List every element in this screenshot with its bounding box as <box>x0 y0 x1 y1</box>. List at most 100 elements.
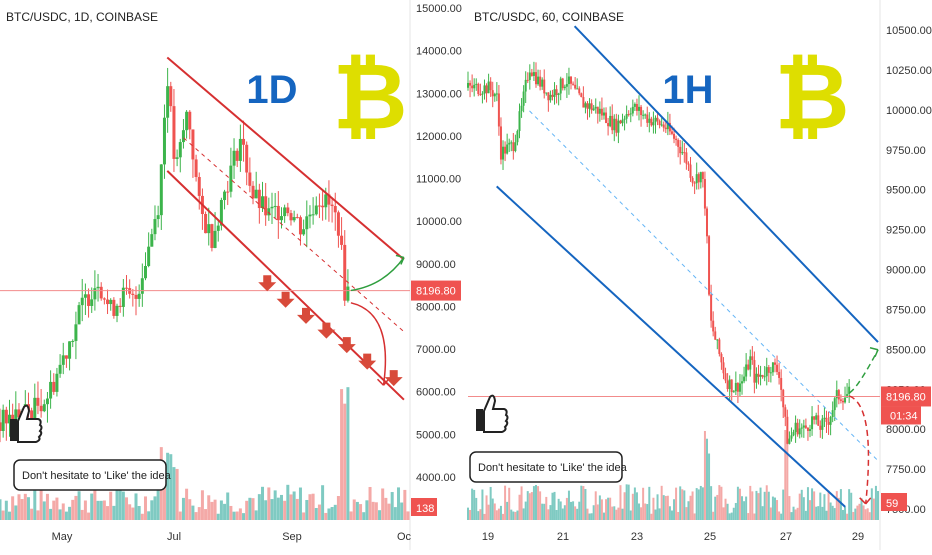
candle-body <box>83 294 87 298</box>
candle-body <box>631 106 634 114</box>
candle-body <box>534 72 537 85</box>
candle-body <box>588 103 591 109</box>
volume-bar <box>308 494 312 520</box>
volume-bar <box>207 495 211 520</box>
candle-body <box>763 376 766 378</box>
countdown-label: 01:34 <box>890 410 918 422</box>
candle-body <box>188 111 192 130</box>
volume-bar <box>510 509 513 520</box>
volume-bar <box>483 513 486 520</box>
volume-bar <box>68 506 72 520</box>
y-tick-label: 4000.00 <box>416 472 456 484</box>
candle-body <box>77 305 81 325</box>
volume-bar <box>809 500 812 520</box>
candle-body <box>650 118 653 126</box>
candle-body <box>346 286 350 301</box>
candle-body <box>71 340 75 342</box>
volume-bar <box>646 504 649 520</box>
candle-body <box>36 397 40 406</box>
volume-label: 138 <box>416 503 434 515</box>
volume-bar <box>87 512 91 520</box>
volume-bar <box>226 492 230 520</box>
volume-bar <box>185 488 189 520</box>
volume-bar <box>780 513 783 520</box>
candle-body <box>541 79 544 87</box>
candle-body <box>662 124 665 128</box>
volume-bar <box>605 499 608 520</box>
volume-bar <box>687 501 690 520</box>
candle-body <box>745 364 748 377</box>
volume-bar <box>109 491 113 520</box>
candle-body <box>530 72 533 76</box>
candle-body <box>728 379 731 390</box>
y-tick-label: 10250.00 <box>886 65 932 77</box>
candle-body <box>646 114 649 123</box>
candle-body <box>668 122 671 132</box>
candle-body <box>747 364 750 370</box>
candle-body <box>257 189 261 209</box>
volume-bar <box>55 497 59 520</box>
volume-bar <box>590 513 593 520</box>
forecast-up-arrowhead <box>869 347 879 358</box>
volume-bar <box>716 494 719 520</box>
volume-bar <box>874 485 877 520</box>
candle-body <box>790 435 793 439</box>
candle-body <box>543 79 546 94</box>
candle-body <box>178 142 182 158</box>
volume-bar <box>286 484 290 520</box>
candle-body <box>705 208 708 237</box>
candle-body <box>283 207 287 217</box>
volume-bar <box>619 485 622 520</box>
candle-body <box>49 381 53 399</box>
candle-body <box>806 427 809 431</box>
volume-bar <box>675 487 678 520</box>
volume-bar <box>14 505 18 520</box>
x-tick-label: 25 <box>704 531 716 543</box>
candle-body <box>714 331 717 340</box>
candle-body <box>273 205 277 207</box>
volume-bar <box>479 509 482 520</box>
volume-bar <box>658 508 661 520</box>
thumbs-up-cuff <box>476 409 483 431</box>
volume-bar <box>771 496 774 520</box>
candle-body <box>813 416 816 420</box>
candle-body <box>264 196 268 216</box>
y-tick-label: 13000.00 <box>416 88 462 100</box>
candle-body <box>670 131 673 134</box>
candle-body <box>819 425 822 430</box>
volume-bar <box>305 499 309 520</box>
volume-bar <box>837 497 840 520</box>
candle-body <box>726 380 729 390</box>
candle-body <box>248 172 252 186</box>
candle-body <box>289 213 293 221</box>
candle-body <box>324 194 328 208</box>
candle-body <box>267 208 271 216</box>
volume-bars <box>0 387 410 520</box>
candle-body <box>592 108 595 111</box>
volume-bar <box>295 498 299 520</box>
candle-body <box>524 79 527 92</box>
volume-bar <box>524 501 527 520</box>
volume-bar <box>846 513 849 520</box>
volume-bar <box>311 493 315 520</box>
volume-bar <box>736 486 739 520</box>
candle-body <box>780 377 783 390</box>
candle-body <box>270 206 274 209</box>
volume-bar <box>839 489 842 520</box>
candle-body <box>210 224 214 248</box>
candle-body <box>609 115 612 127</box>
volume-bar <box>858 503 861 520</box>
volume-bar <box>134 493 138 520</box>
candle-body <box>508 142 511 145</box>
candle-body <box>485 85 488 94</box>
volume-bar <box>811 488 814 520</box>
volume-bar <box>623 492 626 520</box>
candle-body <box>115 305 119 316</box>
candle-body <box>96 286 100 289</box>
x-tick-label: Oc <box>397 531 412 543</box>
candle-body <box>506 144 509 154</box>
candle-body <box>720 353 723 363</box>
volume-bar <box>333 504 337 520</box>
volume-bar <box>49 508 53 520</box>
